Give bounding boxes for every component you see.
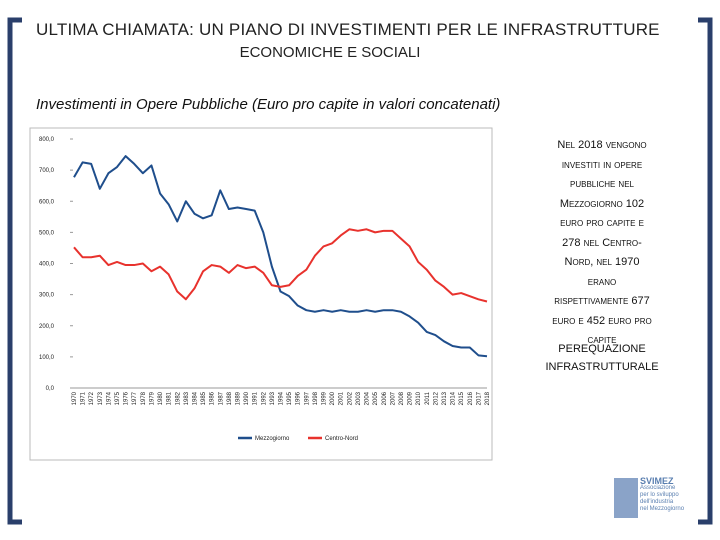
side-line: INFRASTRUTTURALE — [545, 361, 659, 373]
x-tick-label: 2015 — [459, 391, 465, 405]
x-tick-label: 1971 — [81, 391, 87, 405]
logo-icon — [614, 478, 638, 518]
x-tick-label: 2007 — [390, 391, 396, 405]
x-tick-label: 1977 — [132, 391, 138, 405]
series-line — [73, 155, 488, 358]
x-tick-label: 1985 — [201, 391, 207, 405]
side-line: Mezzogiorno 102 — [559, 197, 645, 210]
logo-line: nel Mezzogiorno — [640, 506, 685, 512]
x-tick-label: 2016 — [468, 391, 474, 405]
x-tick-label: 2013 — [442, 391, 448, 405]
x-tick-label: 1974 — [106, 391, 112, 405]
y-tick-label: 500,0 — [39, 230, 55, 236]
x-tick-label: 2000 — [330, 391, 336, 405]
side-line: pubbliche nel — [570, 178, 634, 190]
side-line: capite — [587, 334, 617, 346]
y-tick-label: 400,0 — [39, 262, 55, 268]
x-tick-label: 2010 — [416, 391, 422, 405]
side-line: Nord, nel 1970 — [564, 256, 640, 268]
x-tick-label: 1997 — [304, 391, 310, 405]
logo-line: Associazione — [640, 485, 676, 491]
x-tick-label: 1983 — [184, 391, 190, 405]
side-line: 278 nel Centro- — [562, 236, 642, 249]
x-tick-label: 1973 — [98, 391, 104, 405]
logo: SVIMEZ Associazione per lo sviluppo dell'in… — [640, 476, 710, 513]
series-line — [73, 228, 488, 303]
chart-frame — [29, 127, 493, 461]
x-tick-label: 1999 — [322, 391, 328, 405]
x-tick-label: 1980 — [158, 391, 164, 405]
x-tick-label: 1994 — [279, 391, 285, 405]
title-line2: ECONOMICHE E SOCIALI — [239, 44, 421, 61]
x-tick-label: 2012 — [433, 391, 439, 405]
x-tick-label: 1972 — [89, 391, 95, 405]
x-tick-label: 1979 — [149, 391, 155, 405]
x-tick-label: 1989 — [235, 391, 241, 405]
x-tick-label: 2018 — [485, 391, 491, 405]
x-tick-label: 2005 — [373, 391, 379, 405]
y-tick-label: 200,0 — [39, 324, 55, 330]
side-line: euro e 452 euro pro — [552, 314, 652, 327]
x-tick-label: 1987 — [218, 391, 224, 405]
x-tick-label: 1995 — [287, 391, 293, 405]
x-tick-label: 1986 — [210, 391, 216, 405]
side-line: euro pro capite e — [560, 217, 644, 229]
side-line: erano — [587, 275, 617, 288]
x-tick-label: 2006 — [382, 391, 388, 405]
x-tick-label: 1988 — [227, 391, 233, 405]
y-tick-label: 600,0 — [39, 199, 55, 205]
side-text: Nel 2018 vengono investiti in opere pubbli… — [512, 136, 692, 351]
logo-line: per lo sviluppo — [640, 492, 679, 498]
x-tick-label: 1998 — [313, 391, 319, 405]
x-tick-label: 1982 — [175, 391, 181, 405]
bracket-right — [698, 17, 713, 525]
x-tick-label: 2008 — [399, 391, 405, 405]
x-tick-label: 2011 — [425, 391, 431, 405]
bracket-left — [7, 17, 22, 525]
x-tick-label: 1990 — [244, 391, 250, 405]
x-tick-label: 2001 — [339, 391, 345, 405]
x-tick-label: 2009 — [408, 391, 414, 405]
x-tick-label: 1996 — [296, 391, 302, 405]
side-text2: PEREQUAZIONE INFRASTRUTTURALE — [512, 340, 692, 376]
y-tick-label: 700,0 — [39, 168, 55, 174]
x-tick-label: 2014 — [451, 391, 457, 405]
legend-label: Centro-Nord — [325, 436, 358, 442]
logo-line: dell'industria — [640, 499, 674, 505]
title: ULTIMA CHIAMATA: UN PIANO DI INVESTIMENT… — [36, 20, 660, 39]
x-tick-label: 1991 — [253, 391, 259, 405]
y-tick-label: 0,0 — [46, 386, 55, 392]
x-tick-label: 2002 — [347, 391, 353, 405]
x-tick-label: 2017 — [476, 391, 482, 405]
x-tick-label: 1975 — [115, 391, 121, 405]
x-tick-label: 1993 — [270, 391, 276, 405]
side-line: Nel 2018 vengono — [557, 139, 647, 151]
x-tick-label: 1981 — [167, 391, 173, 405]
logo-line: SVIMEZ — [640, 476, 674, 486]
x-tick-label: 2004 — [365, 391, 371, 405]
y-tick-label: 800,0 — [39, 137, 55, 143]
x-tick-label: 1984 — [192, 391, 198, 405]
x-tick-label: 1992 — [261, 391, 267, 405]
x-tick-label: 1978 — [141, 391, 147, 405]
side-line: investiti in opere — [561, 158, 643, 171]
legend-label: Mezzogiorno — [255, 436, 290, 442]
y-tick-label: 100,0 — [39, 355, 55, 361]
subtitle: Investimenti in Opere Pubbliche (Euro pr… — [36, 96, 501, 113]
x-tick-label: 1976 — [124, 391, 130, 405]
side-line: PEREQUAZIONE — [558, 343, 646, 355]
side-line: rispettivamente 677 — [554, 295, 650, 307]
x-tick-label: 2003 — [356, 391, 362, 405]
y-tick-label: 300,0 — [39, 293, 55, 299]
x-tick-label: 1970 — [72, 391, 78, 405]
